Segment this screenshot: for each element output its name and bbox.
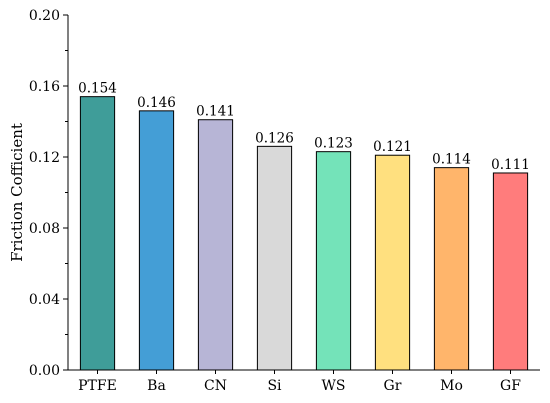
x-tick-label: CN (204, 378, 227, 394)
bar-cn (197, 119, 234, 371)
x-tick-label: Ba (147, 378, 166, 394)
bar-ptfe (79, 96, 116, 371)
bar-si (256, 145, 293, 371)
data-label: 0.141 (196, 104, 235, 120)
y-tick-label: 0.08 (29, 221, 60, 237)
x-tick-label: Gr (384, 378, 402, 394)
x-tick-label: WS (322, 378, 346, 394)
bars (79, 96, 529, 371)
bar-ba (138, 110, 175, 371)
y-tick-label: 0.04 (29, 292, 60, 308)
x-tick-label: GF (500, 378, 521, 394)
data-label: 0.126 (255, 130, 294, 146)
y-tick-label: 0.00 (29, 363, 60, 379)
bar-gf (492, 172, 529, 371)
y-tick-label: 0.12 (29, 150, 60, 166)
data-label: 0.121 (373, 139, 412, 155)
data-labels: 0.154 0.146 0.141 0.126 0.123 0.121 0.114 0.111 (78, 81, 530, 173)
x-tick-label: PTFE (78, 378, 117, 394)
bar-mo (433, 167, 470, 371)
data-label: 0.111 (491, 157, 530, 173)
axes: 0.00 0.04 0.08 0.12 0.16 0.20 PTFE Ba CN Si WS Gr Mo… (29, 8, 540, 394)
bar-ws (315, 151, 352, 371)
data-label: 0.146 (137, 95, 176, 111)
data-label: 0.154 (78, 81, 117, 97)
data-label: 0.123 (314, 136, 353, 152)
x-tick-label: Mo (440, 378, 463, 394)
y-tick-label: 0.16 (29, 79, 60, 95)
bar-gr (374, 154, 411, 371)
x-tick-label: Si (267, 378, 282, 394)
y-axis-label: Friction Cofficient (8, 123, 26, 262)
data-label: 0.114 (432, 152, 471, 168)
y-tick-label: 0.20 (29, 8, 60, 24)
